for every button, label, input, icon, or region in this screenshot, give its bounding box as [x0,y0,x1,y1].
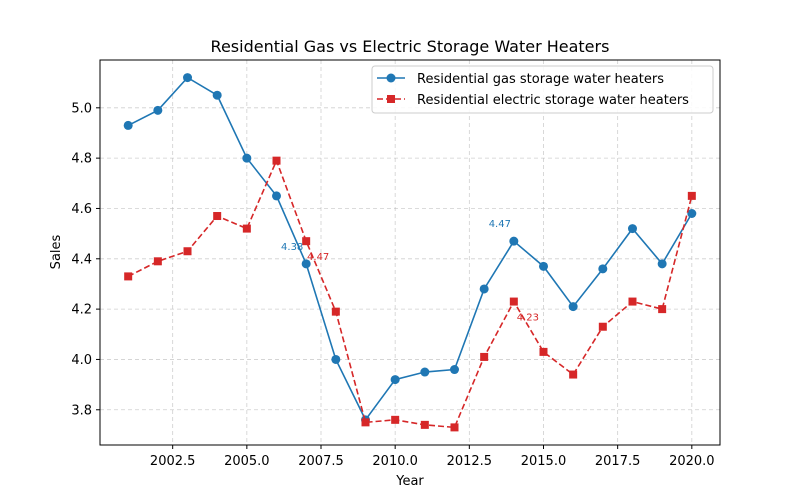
y-tick-label: 4.8 [71,152,92,167]
annotations: 4.38 4.47 4.47 4.23 [281,219,539,323]
electric-data-point [420,420,429,429]
data-annotation: 4.47 [307,252,329,263]
electric-data-point [569,370,578,379]
gas-data-point [479,284,489,294]
legend-electric-marker [387,95,395,103]
legend-electric-label: Residential electric storage water heate… [417,93,689,108]
y-tick-label: 3.8 [71,403,92,418]
electric-data-point [391,415,400,424]
gas-data-point [183,73,193,83]
electric-data-point [153,257,162,266]
electric-data-point [539,347,548,356]
x-tick-label: 2010.0 [372,454,418,469]
gas-data-point [123,120,133,130]
x-tick-label: 2020.0 [669,454,715,469]
gas-data-point [242,153,252,163]
legend-gas-marker [386,73,396,83]
electric-data-point [598,322,607,331]
y-tick-label: 5.0 [71,101,92,116]
gas-data-point [598,264,608,274]
data-annotation: 4.38 [281,242,303,253]
electric-data-point [272,156,281,165]
x-tick-label: 2012.5 [447,454,493,469]
plot-area-frame [99,59,721,446]
electric-data-point [687,191,696,200]
x-tick-label: 2017.5 [595,454,641,469]
data-annotation: 4.23 [517,313,539,324]
gas-data-point [301,259,311,269]
x-tick-label: 2002.5 [150,454,196,469]
legend-gas-label: Residential gas storage water heaters [417,72,664,87]
legend: Residential gas storage water heaters Re… [371,65,714,114]
gas-data-point [509,236,519,246]
gas-data-point [153,105,163,115]
electric-data-point [124,272,133,281]
gas-series-line [127,76,693,422]
y-tick-label: 4.4 [71,252,92,267]
x-tick-label: 2007.5 [298,454,344,469]
electric-data-point [331,307,340,316]
electric-data-point [361,418,370,427]
electric-data-point [183,247,192,256]
gas-data-point [627,224,637,234]
electric-data-point [628,297,637,306]
y-axis-label: Sales [49,234,64,269]
y-tick-label: 4.0 [71,353,92,368]
chart-title: Residential Gas vs Electric Storage Wate… [211,37,610,56]
electric-data-point [450,423,459,432]
gas-data-point [420,367,430,377]
electric-data-point [302,237,311,246]
electric-data-point [480,352,489,361]
gas-data-point [212,90,222,100]
gas-data-point [390,375,400,385]
x-axis-ticks: 2002.5 2005.0 2007.5 2010.0 2012.5 2015.0 2017… [150,445,715,469]
grid [100,60,720,445]
y-axis-ticks: 3.8 4.0 4.2 4.4 4.6 4.8 5.0 [71,101,100,418]
electric-series-line [127,158,693,429]
electric-data-point [658,305,667,314]
y-tick-label: 4.6 [71,202,92,217]
legend-box [371,65,714,114]
gas-data-point [449,365,459,375]
gas-data-point [331,354,341,364]
x-tick-label: 2015.0 [521,454,567,469]
gas-data-point [272,191,282,201]
gas-data-point [687,208,697,218]
x-axis-label: Year [395,474,424,489]
gas-data-point [568,302,578,312]
series-layer [123,73,697,432]
y-tick-label: 4.2 [71,303,92,318]
electric-data-point [509,297,518,306]
data-annotation: 4.47 [489,219,511,230]
gas-data-point [538,261,548,271]
gas-data-point [657,259,667,269]
x-tick-label: 2005.0 [224,454,270,469]
electric-data-point [242,224,251,233]
electric-data-point [213,212,222,221]
